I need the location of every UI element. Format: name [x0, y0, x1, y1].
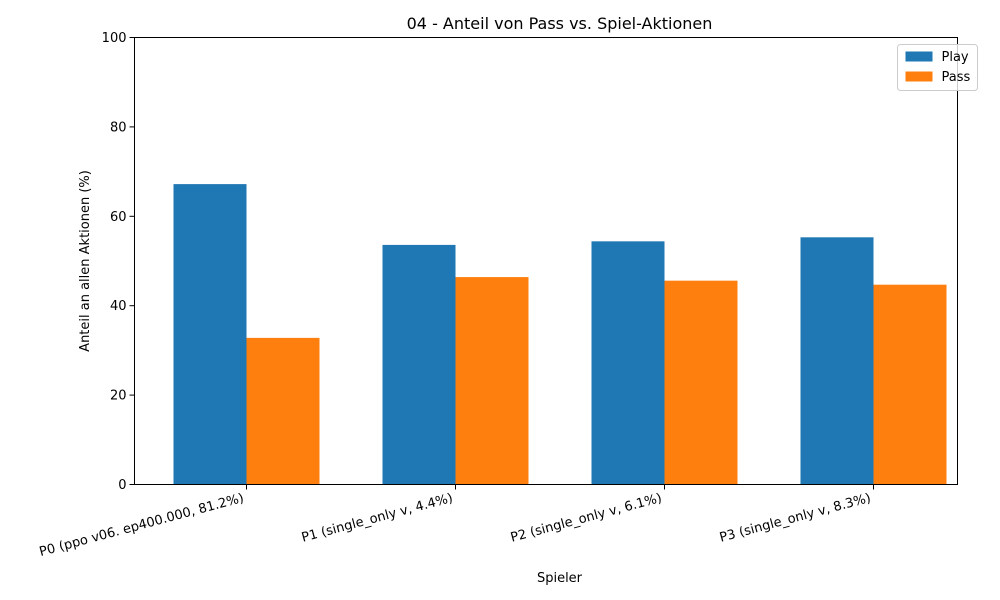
legend-swatch-play [905, 51, 933, 62]
bars-group [173, 184, 947, 485]
bar-pass [873, 284, 947, 485]
bar-play [591, 241, 665, 485]
y-axis: 0 20 40 60 80 100 [102, 31, 135, 493]
y-tick-label: 80 [110, 120, 127, 135]
bar-play [800, 237, 874, 485]
x-tick-label: P2 (single_only v, 6.1%) [509, 491, 664, 546]
x-tick-label: P0 (ppo v06. ep400.000, 81.2%) [38, 491, 246, 560]
legend: Play Pass [897, 44, 978, 91]
bar-play [382, 244, 456, 485]
bar-pass [455, 277, 529, 485]
y-tick-label: 0 [118, 478, 126, 493]
x-axis: P0 (ppo v06. ep400.000, 81.2%) P1 (single… [38, 484, 874, 560]
legend-swatch-pass [905, 71, 933, 82]
y-tick-label: 20 [110, 389, 127, 404]
chart-title: 04 - Anteil von Pass vs. Spiel-Aktionen [407, 14, 713, 33]
plot-frame [134, 37, 958, 485]
bar-pass [246, 337, 320, 485]
bar-play [173, 184, 247, 485]
y-tick-label: 100 [102, 31, 127, 46]
legend-label-play: Play [942, 50, 969, 65]
legend-label-pass: Pass [942, 70, 971, 85]
x-tick-label: P1 (single_only v, 4.4%) [300, 491, 455, 546]
y-tick-label: 40 [110, 299, 127, 314]
y-tick-label: 60 [110, 210, 127, 225]
x-tick-label: P3 (single_only v, 8.3%) [718, 491, 873, 546]
y-axis-label: Anteil an allen Aktionen (%) [78, 170, 93, 352]
x-axis-label: Spieler [537, 571, 583, 586]
bar-pass [664, 280, 738, 485]
